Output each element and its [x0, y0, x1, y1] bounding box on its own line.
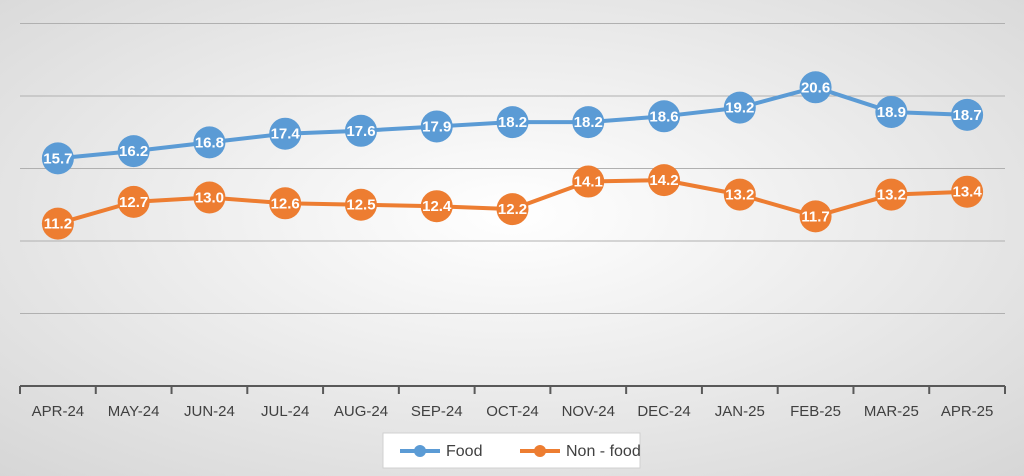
- grid: [20, 23, 1005, 314]
- data-label: 20.6: [801, 79, 830, 96]
- data-label: 12.7: [119, 194, 148, 211]
- data-point: [648, 100, 681, 133]
- data-point: [572, 165, 605, 198]
- data-point: [117, 185, 150, 218]
- legend-marker: [534, 445, 546, 457]
- x-tick-label: JUL-24: [261, 403, 309, 420]
- data-label: 18.6: [649, 108, 678, 125]
- legend-label: Food: [446, 443, 482, 460]
- data-point: [344, 114, 377, 147]
- data-point: [193, 181, 226, 214]
- x-tick-label: APR-24: [32, 403, 85, 420]
- data-label: 16.2: [119, 143, 148, 160]
- data-label: 16.8: [195, 134, 224, 151]
- x-axis: APR-24 MAY-24 JUN-24 JUL-24 AUG-24 SEP-24 OCT-…: [19, 385, 1006, 420]
- x-tick-label: NOV-24: [562, 403, 615, 420]
- x-tick-label: SEP-24: [411, 403, 463, 420]
- data-point: [875, 95, 908, 128]
- data-label: 13.4: [953, 184, 983, 201]
- data-point: [269, 187, 302, 220]
- data-point: [420, 110, 453, 143]
- data-point: [951, 175, 984, 208]
- data-point: [420, 190, 453, 223]
- data-label: 13.0: [195, 189, 224, 206]
- legend-marker: [414, 445, 426, 457]
- data-label: 14.2: [649, 172, 678, 189]
- data-point: [723, 178, 756, 211]
- data-label: 17.4: [271, 126, 301, 143]
- data-point: [875, 178, 908, 211]
- data-label: 14.1: [574, 174, 603, 191]
- data-label: 18.9: [877, 104, 906, 121]
- data-point: [496, 193, 529, 226]
- data-label: 18.2: [574, 114, 603, 131]
- data-point: [572, 106, 605, 139]
- x-tick-label: JUN-24: [184, 403, 235, 420]
- x-tick-label: DEC-24: [637, 403, 690, 420]
- data-point: [799, 71, 832, 104]
- data-point: [496, 106, 529, 139]
- x-tick-label: FEB-25: [790, 403, 841, 420]
- x-tick-label: JAN-25: [715, 403, 765, 420]
- data-point: [41, 142, 74, 175]
- data-label: 11.2: [44, 216, 72, 233]
- data-point: [951, 98, 984, 131]
- data-label: 12.2: [498, 201, 527, 218]
- x-tick-label: AUG-24: [334, 403, 388, 420]
- x-tick-label: OCT-24: [486, 403, 539, 420]
- data-label: 19.2: [725, 100, 754, 117]
- data-label: 11.7: [801, 208, 829, 225]
- data-label: 13.2: [877, 187, 906, 204]
- legend: Food Non - food: [400, 443, 641, 460]
- data-label: 13.2: [725, 187, 754, 204]
- plot: 15.7 16.2 16.8 17.4 17.6 17.9 18.2 18.2 18.6 19.2…: [41, 71, 984, 240]
- data-label: 12.6: [271, 195, 300, 212]
- data-point: [117, 135, 150, 168]
- x-tick-label: MAY-24: [108, 403, 160, 420]
- data-point: [723, 91, 756, 124]
- data-label: 18.7: [953, 107, 982, 124]
- x-tick-label: MAR-25: [864, 403, 919, 420]
- data-point: [193, 126, 226, 159]
- data-point: [41, 207, 74, 240]
- data-label: 18.2: [498, 114, 527, 131]
- data-label: 12.4: [422, 198, 452, 215]
- legend-label: Non - food: [566, 443, 641, 460]
- data-point: [344, 188, 377, 221]
- data-point: [799, 200, 832, 233]
- data-label: 12.5: [346, 197, 375, 214]
- data-label: 15.7: [43, 150, 72, 167]
- data-point: [269, 117, 302, 150]
- data-point: [648, 164, 681, 197]
- data-label: 17.9: [422, 118, 451, 135]
- x-tick-label: APR-25: [941, 403, 994, 420]
- data-label: 17.6: [346, 123, 375, 140]
